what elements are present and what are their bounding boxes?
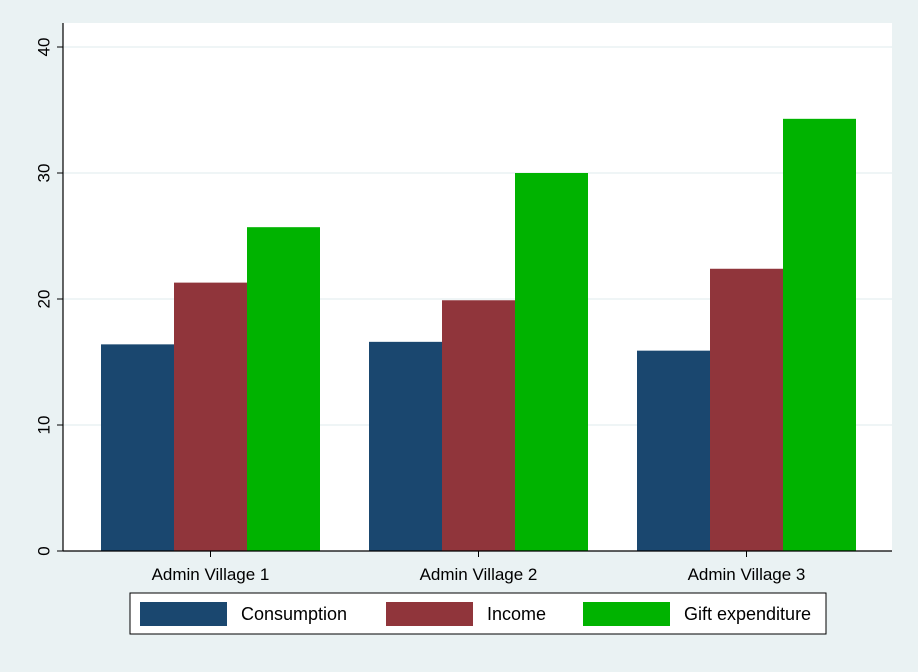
y-axis-ticks: 0 10 20 30 40 [35,38,63,556]
legend-label: Consumption [241,604,347,624]
y-tick-label: 30 [35,164,54,183]
bar-consumption [637,350,710,551]
x-tick-label: Admin Village 2 [420,565,538,584]
bar-consumption [101,344,174,551]
legend-label: Gift expenditure [684,604,811,624]
x-tick-label: Admin Village 3 [688,565,806,584]
legend-swatch [386,602,473,626]
x-tick-label: Admin Village 1 [152,565,270,584]
bar-consumption [369,341,442,551]
bar-gift-expenditure [515,173,588,551]
bar-income [710,268,783,551]
legend: Consumption Income Gift expenditure [140,602,811,626]
bar-income [442,300,515,551]
y-tick-label: 10 [35,416,54,435]
legend-label: Income [487,604,546,624]
y-tick-label: 20 [35,290,54,309]
y-tick-label: 0 [35,546,54,555]
y-tick-label: 40 [35,38,54,57]
legend-swatch [140,602,227,626]
bar-gift-expenditure [247,227,320,551]
legend-swatch [583,602,670,626]
bar-gift-expenditure [783,118,856,551]
legend-box [129,592,827,635]
bars-group [101,118,856,551]
x-axis-ticks: Admin Village 1 Admin Village 2 Admin Vill… [152,551,806,584]
bar-income [174,282,247,551]
